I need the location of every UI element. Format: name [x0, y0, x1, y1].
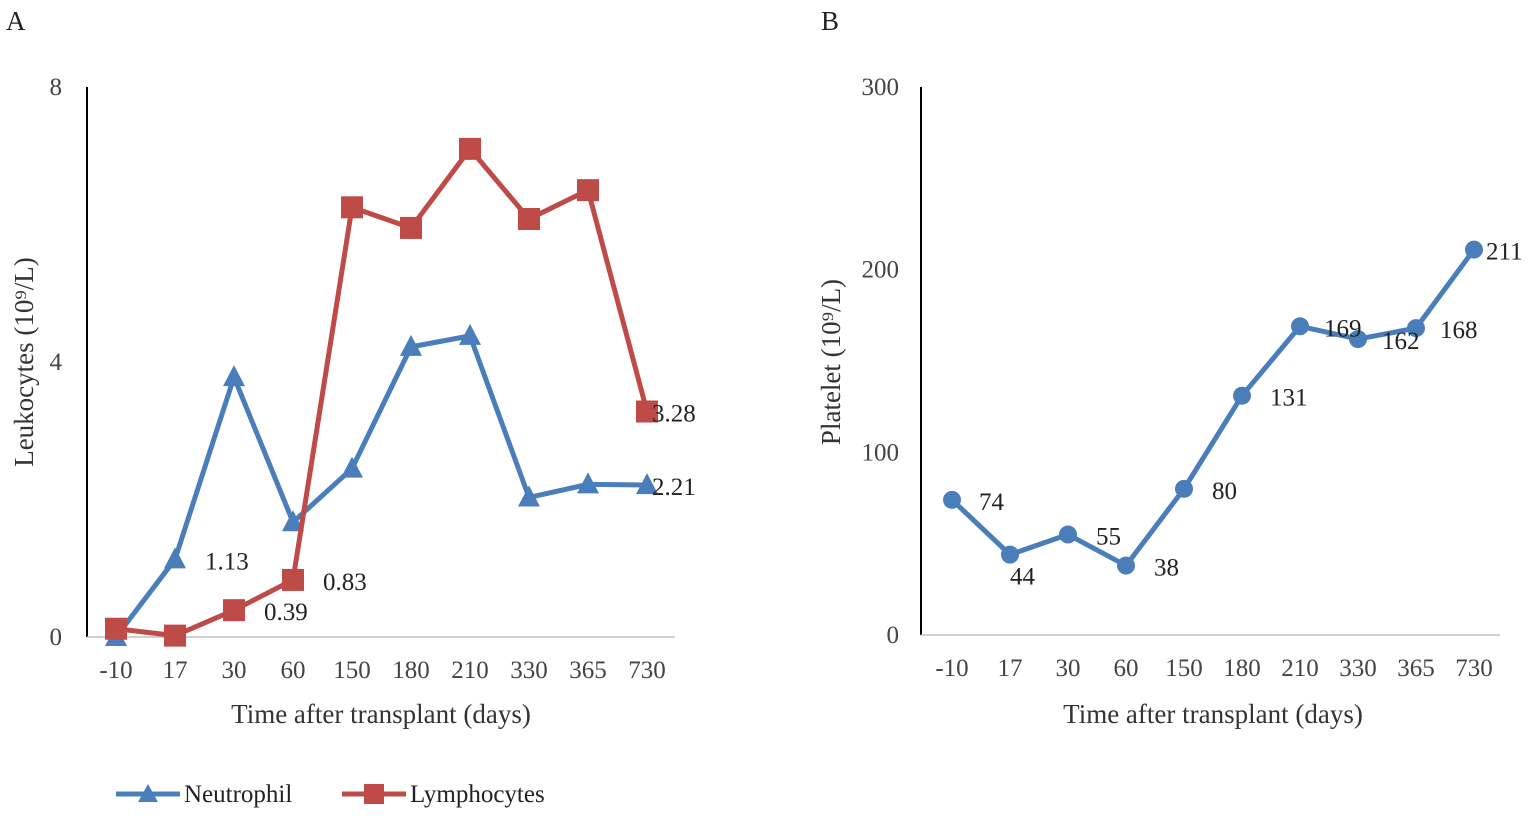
- legend-neutrophil-label: Neutrophil: [184, 781, 292, 808]
- panel-b-platelet-data-label: 44: [1010, 564, 1036, 591]
- legend-item-lymphocytes: Lymphocytes: [342, 781, 545, 808]
- legend-lymphocytes-label: Lymphocytes: [410, 781, 545, 808]
- panel-a-xtick-label: 180: [392, 657, 430, 684]
- panel-b-platelet-point: [1001, 545, 1019, 564]
- panel-b-platelet-point: [1233, 386, 1251, 405]
- panel-b-xtick-label: 210: [1281, 655, 1319, 682]
- panel-b-letter: B: [821, 6, 839, 36]
- panel-b-platelet-point: [943, 490, 961, 509]
- panel-a-letter: A: [6, 6, 26, 36]
- legend-neutrophil-marker: [138, 784, 158, 802]
- legend-lymphocytes-marker: [364, 784, 384, 804]
- panel-a-xtick-label: 30: [222, 657, 247, 684]
- panel-a-lymphocytes-point: [459, 137, 481, 160]
- panel-b-platelet-data-label: 168: [1440, 317, 1478, 344]
- panel-a-lymphocytes-data-label: 0.39: [264, 599, 308, 626]
- panel-a-xtick-label: 210: [451, 657, 489, 684]
- panel-b-xlabel: Time after transplant (days): [1063, 699, 1363, 729]
- panel-b-ytick-label: 0: [887, 622, 900, 649]
- panel-b-platelet-point: [1291, 317, 1309, 336]
- panel-a-lymphocytes-data-label: 0.83: [323, 569, 367, 596]
- panel-a-xtick-label: 150: [333, 657, 371, 684]
- panel-a-lymphocytes-point: [282, 568, 304, 591]
- panel-b-xtick-label: 730: [1455, 655, 1493, 682]
- panel-a-xtick-label: -10: [99, 657, 132, 684]
- panel-a-neutrophil-line: [114, 333, 648, 639]
- panel-b-ylabel: Platelet (10⁹/L): [816, 279, 846, 445]
- panel-a-neutrophil-point: [459, 323, 481, 345]
- panel-a-lymphocytes-point: [223, 599, 245, 622]
- legend: Neutrophil Lymphocytes: [116, 781, 545, 808]
- panel-a-xtick-label: 365: [569, 657, 607, 684]
- panel-a-xlabel: Time after transplant (days): [231, 699, 531, 729]
- panel-a-lymphocytes-point: [400, 216, 422, 239]
- panel-a-neutrophil-point: [341, 456, 363, 478]
- panel-b-platelet-line: [950, 248, 1477, 569]
- panel-a-ytick-label: 4: [50, 349, 63, 376]
- panel-b-ytick-label: 300: [862, 74, 900, 101]
- legend-item-neutrophil: Neutrophil: [116, 781, 292, 808]
- panel-b-platelet-data-label: 38: [1154, 555, 1179, 582]
- panel-a-ytick-label: 0: [50, 624, 63, 651]
- panel-a-xtick-label: 330: [510, 657, 548, 684]
- panel-b-xtick-label: 180: [1223, 655, 1261, 682]
- panel-b-platelet-point: [1349, 330, 1367, 349]
- panel-b-platelet-data-label: 131: [1270, 385, 1308, 412]
- panel-a-ytick-label: 8: [50, 74, 63, 101]
- panel-a-ylabel: Leukocytes (10⁹/L): [9, 257, 39, 467]
- panel-a-neutrophil-point: [518, 485, 540, 507]
- panel-a-neutrophil-point: [400, 334, 422, 356]
- panel-a-lymphocytes-point: [518, 208, 540, 230]
- panel-a-neutrophil-point: [164, 547, 186, 569]
- panel-b-platelet-data-label: 55: [1096, 524, 1121, 551]
- panel-a: A Leukocytes (10⁹/L) Time after transpla…: [6, 6, 696, 729]
- panel-b-xtick-label: 330: [1339, 655, 1377, 682]
- panel-b-xtick-label: 365: [1397, 655, 1435, 682]
- panel-b-platelet-data-label: 80: [1212, 478, 1237, 505]
- panel-b-ytick-label: 200: [862, 257, 900, 284]
- panel-a-lymphocytes-point: [164, 624, 186, 647]
- panel-a-neutrophil-point: [577, 472, 599, 494]
- panel-b: B Platelet (10⁹/L) Time after transplant…: [816, 6, 1523, 729]
- panel-b-xtick-label: 150: [1165, 655, 1203, 682]
- panel-a-neutrophil-point: [282, 510, 304, 532]
- panel-b-platelet-data-label: 162: [1382, 328, 1420, 355]
- panel-a-neutrophil-point: [636, 473, 658, 495]
- panel-a-xtick-label: 60: [281, 657, 306, 684]
- panel-b-xtick-label: 60: [1114, 655, 1139, 682]
- panel-a-lymphocytes-line: [115, 146, 650, 639]
- panel-b-platelet-point: [1117, 556, 1135, 575]
- panel-b-ytick-label: 100: [862, 439, 900, 466]
- panel-b-platelet-data-label: 211: [1486, 239, 1523, 266]
- panel-a-xtick-label: 17: [163, 657, 188, 684]
- panel-b-platelet-data-label: 74: [979, 489, 1005, 516]
- panel-b-xtick-label: 30: [1056, 655, 1081, 682]
- panel-b-platelet-point: [1175, 479, 1193, 498]
- panel-b-platelet-point: [1059, 525, 1077, 544]
- panel-a-lymphocytes-point: [577, 179, 599, 202]
- panel-a-xtick-label: 730: [628, 657, 666, 684]
- panel-b-platelet-data-label: 169: [1324, 315, 1362, 342]
- panel-a-neutrophil-point: [223, 365, 245, 387]
- panel-b-xtick-label: -10: [935, 655, 968, 682]
- panel-a-neutrophil-data-label: 2.21: [652, 474, 696, 501]
- panel-b-xtick-label: 17: [998, 655, 1023, 682]
- panel-a-lymphocytes-data-label: 3.28: [652, 401, 696, 428]
- panel-a-lymphocytes-point: [105, 617, 127, 640]
- panel-a-lymphocytes-point: [636, 400, 658, 423]
- panel-a-lymphocytes-point: [341, 196, 363, 219]
- panel-b-platelet-point: [1465, 240, 1483, 259]
- panel-a-neutrophil-data-label: 1.13: [205, 548, 249, 575]
- panel-b-platelet-point: [1407, 319, 1425, 338]
